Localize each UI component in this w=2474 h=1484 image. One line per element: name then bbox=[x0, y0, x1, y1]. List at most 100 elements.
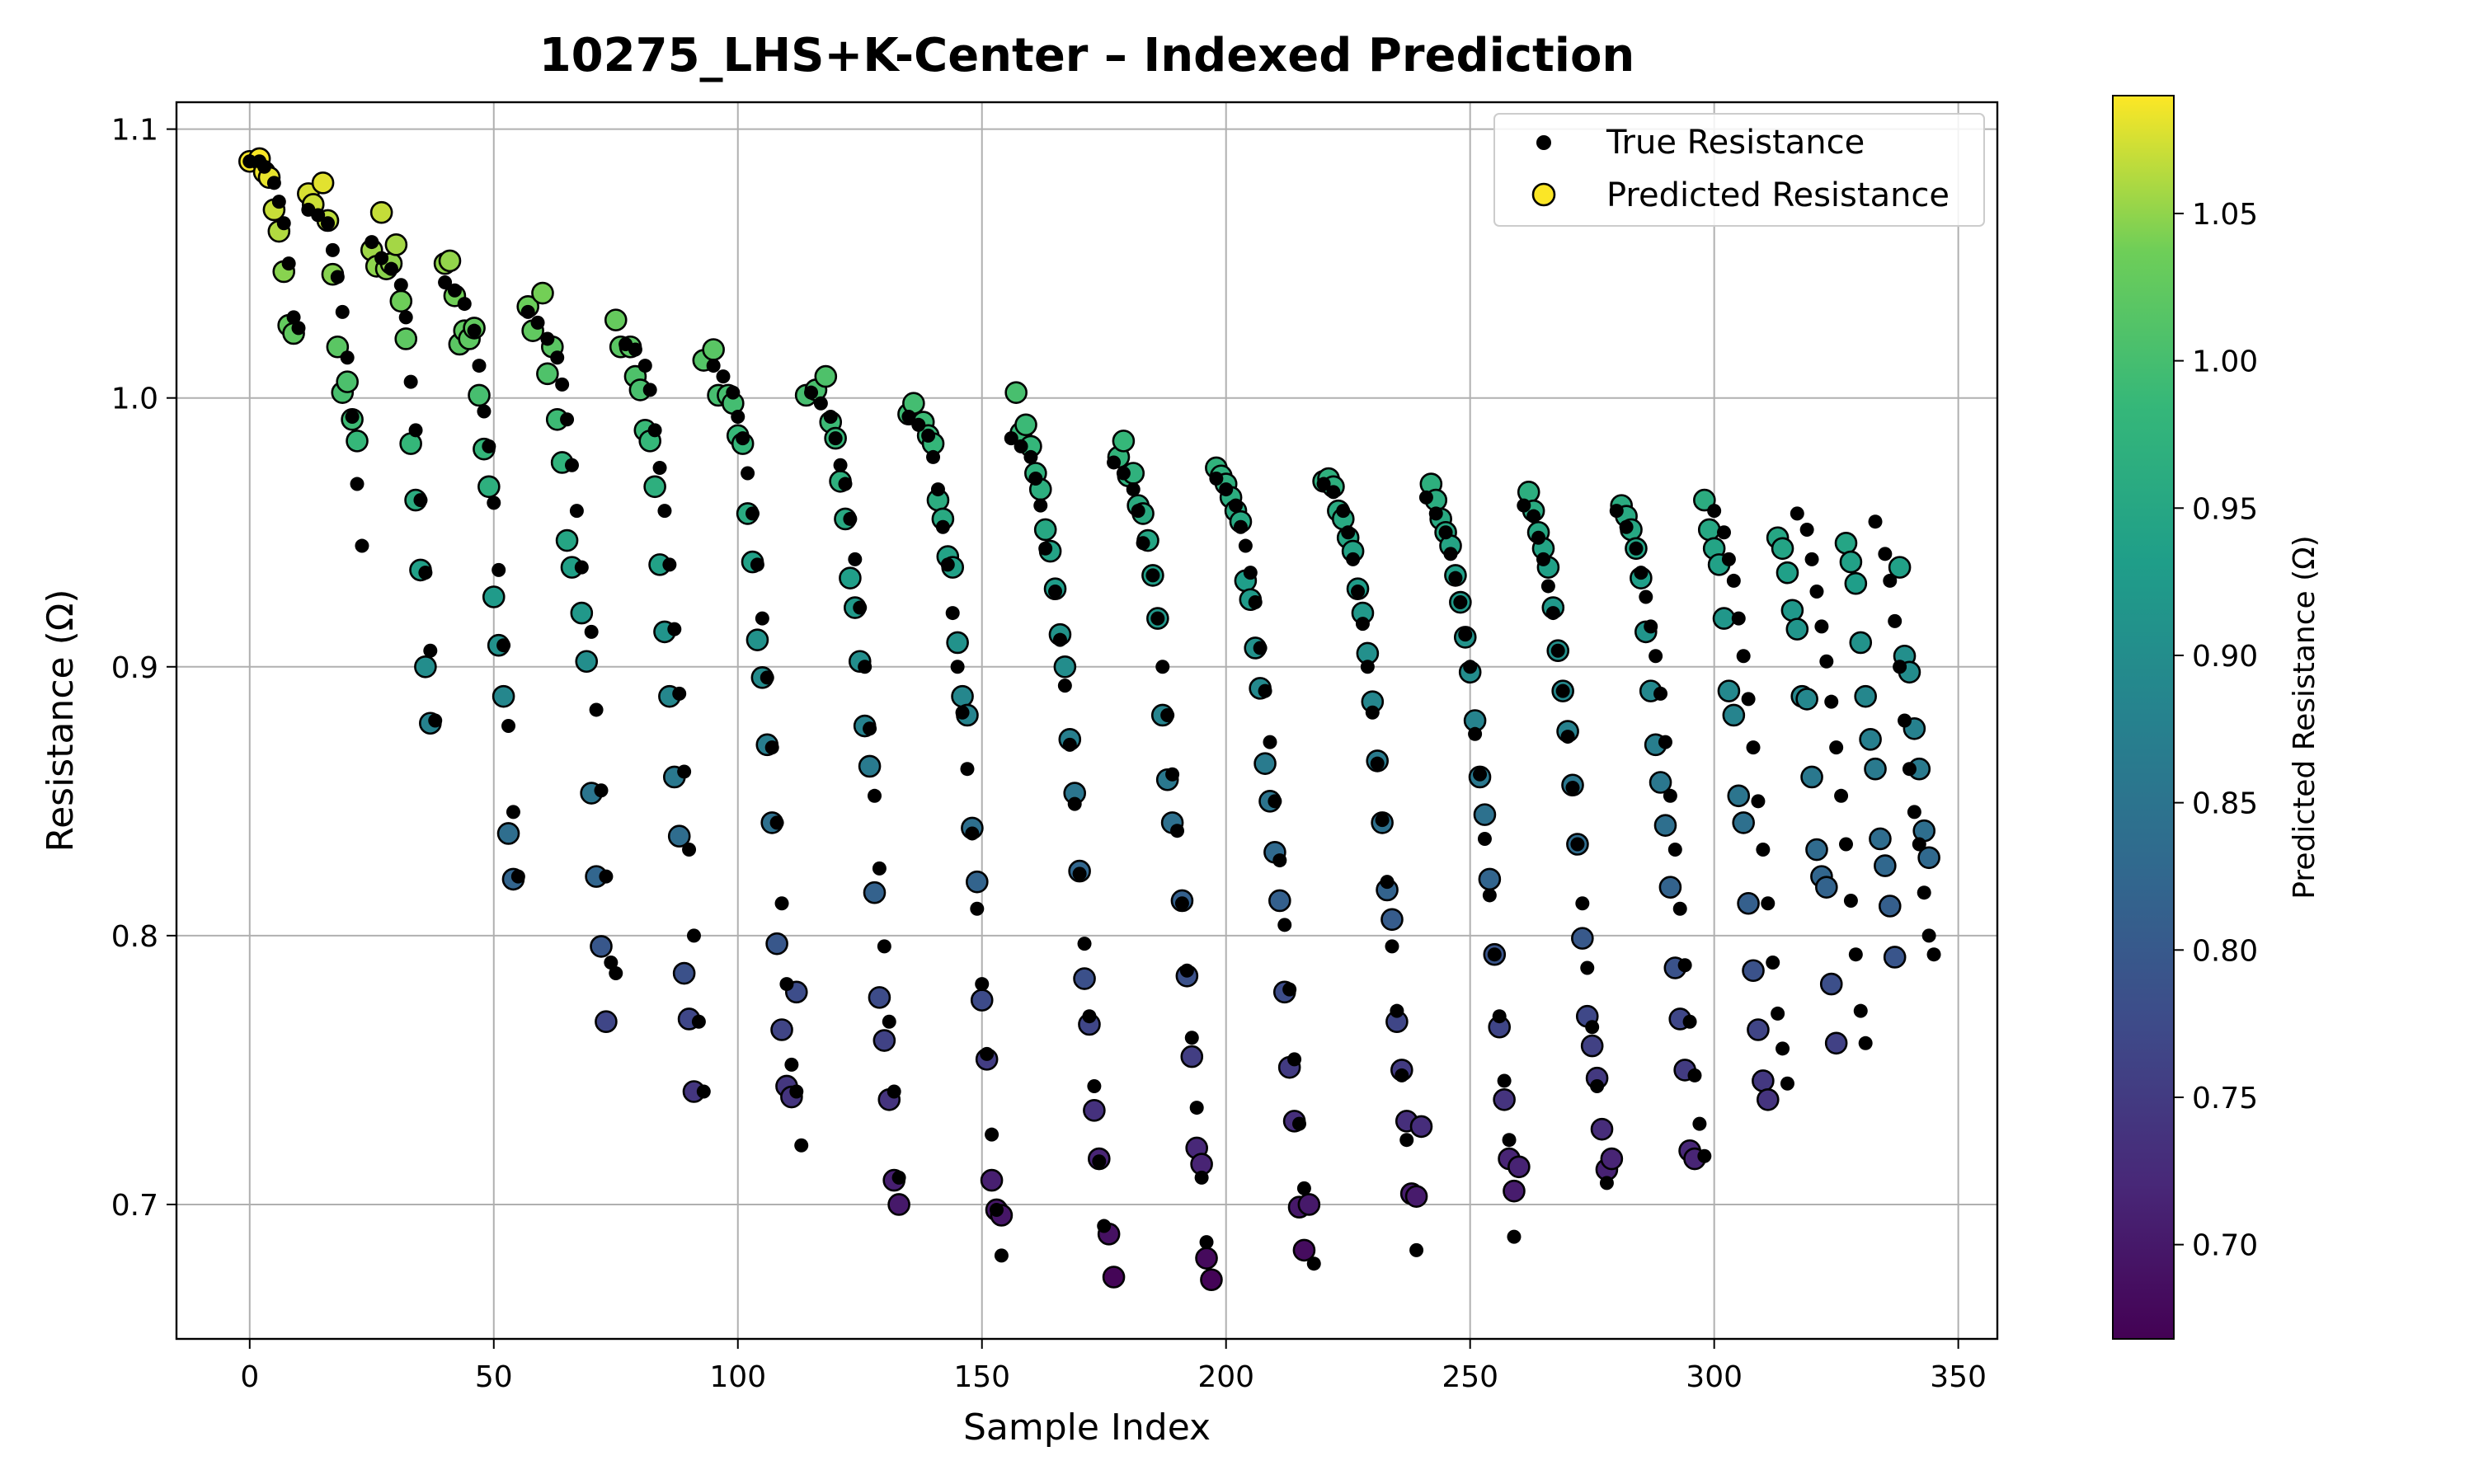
true-point bbox=[1517, 498, 1531, 513]
true-point bbox=[530, 315, 545, 330]
true-point bbox=[1004, 431, 1018, 446]
true-point bbox=[1726, 573, 1741, 588]
true-point bbox=[496, 638, 511, 653]
predicted-point bbox=[1195, 1247, 1218, 1270]
true-point bbox=[945, 606, 960, 621]
predicted-point bbox=[536, 362, 559, 386]
predicted-resistance-series bbox=[238, 147, 1940, 1292]
predicted-point bbox=[745, 628, 769, 651]
true-point bbox=[1536, 552, 1550, 566]
predicted-point bbox=[1917, 846, 1940, 870]
true-point bbox=[1677, 958, 1692, 973]
y-axis-ticks: 0.7 0.8 0.9 1.0 1.1 bbox=[111, 114, 176, 1223]
true-point bbox=[1912, 837, 1926, 852]
true-point bbox=[1145, 568, 1160, 583]
true-point bbox=[1072, 866, 1087, 881]
true-point bbox=[1921, 928, 1936, 943]
predicted-point bbox=[575, 650, 599, 674]
predicted-point bbox=[1697, 518, 1721, 542]
true-point bbox=[891, 1170, 906, 1185]
predicted-point bbox=[1268, 889, 1291, 913]
true-point bbox=[853, 600, 868, 615]
true-point bbox=[1306, 1256, 1321, 1271]
true-point bbox=[667, 622, 682, 636]
true-point bbox=[1619, 519, 1634, 534]
predicted-point bbox=[1819, 972, 1843, 996]
true-point bbox=[447, 283, 462, 298]
predicted-point bbox=[1815, 876, 1838, 899]
true-point bbox=[926, 449, 941, 464]
true-point bbox=[398, 310, 413, 325]
true-point bbox=[1399, 1133, 1414, 1148]
true-point bbox=[1858, 1036, 1873, 1050]
true-point bbox=[994, 1248, 1009, 1263]
colorbar-label: Predicted Resistance (Ω) bbox=[2288, 535, 2321, 899]
true-point bbox=[930, 482, 945, 497]
true-point bbox=[1136, 536, 1150, 551]
true-point bbox=[335, 304, 350, 319]
true-point bbox=[1107, 455, 1122, 470]
true-point bbox=[985, 1127, 999, 1142]
true-point bbox=[286, 310, 301, 325]
predicted-point bbox=[1014, 413, 1037, 437]
true-point bbox=[345, 410, 360, 425]
true-point bbox=[1707, 504, 1722, 519]
predicted-point bbox=[1864, 757, 1887, 781]
x-tick-label: 0 bbox=[240, 1360, 259, 1394]
true-point bbox=[584, 624, 599, 639]
true-point bbox=[574, 560, 589, 575]
predicted-point bbox=[384, 233, 408, 256]
predicted-point bbox=[1854, 684, 1877, 708]
predicted-point bbox=[369, 200, 393, 224]
true-point bbox=[1868, 514, 1883, 529]
true-point bbox=[652, 460, 667, 475]
true-point bbox=[257, 159, 272, 174]
predicted-point bbox=[346, 430, 369, 453]
true-point bbox=[1248, 595, 1263, 610]
predicted-point bbox=[1785, 618, 1809, 641]
predicted-point bbox=[1404, 1185, 1428, 1208]
predicted-point bbox=[1888, 556, 1912, 579]
predicted-point bbox=[1727, 784, 1751, 808]
true-point bbox=[1238, 538, 1253, 553]
true-point bbox=[1477, 831, 1492, 846]
predicted-point bbox=[1580, 1034, 1604, 1058]
true-point bbox=[1497, 1073, 1512, 1088]
true-point bbox=[950, 660, 965, 674]
predicted-point bbox=[1800, 765, 1823, 789]
true-point bbox=[1077, 937, 1092, 951]
true-point bbox=[872, 861, 887, 876]
legend-true-marker bbox=[1536, 135, 1551, 150]
true-point bbox=[686, 928, 701, 943]
true-point bbox=[1116, 466, 1131, 481]
true-point bbox=[1292, 1116, 1307, 1131]
true-point bbox=[1170, 824, 1185, 838]
true-point bbox=[340, 350, 355, 365]
true-point bbox=[838, 477, 853, 491]
true-point bbox=[642, 383, 657, 397]
true-point bbox=[428, 713, 443, 728]
predicted-point bbox=[966, 870, 989, 894]
predicted-point bbox=[770, 1018, 793, 1041]
true-point bbox=[1375, 813, 1390, 828]
true-point bbox=[1194, 1170, 1209, 1185]
true-point bbox=[501, 719, 516, 734]
true-point bbox=[779, 977, 794, 992]
predicted-point bbox=[1878, 895, 1902, 918]
x-axis-label: Sample Index bbox=[963, 1407, 1211, 1449]
true-point bbox=[1609, 504, 1624, 519]
true-point bbox=[560, 412, 575, 427]
true-point bbox=[1443, 547, 1458, 561]
true-point bbox=[1658, 735, 1672, 749]
predicted-point bbox=[863, 881, 887, 904]
true-point bbox=[1550, 643, 1565, 658]
true-point bbox=[1853, 1003, 1868, 1018]
true-point bbox=[550, 350, 565, 365]
predicted-point bbox=[1507, 1155, 1531, 1179]
true-point bbox=[989, 1202, 1004, 1217]
true-point bbox=[1565, 781, 1580, 796]
y-axis-label: Resistance (Ω) bbox=[40, 589, 82, 852]
true-point bbox=[1766, 955, 1780, 970]
predicted-point bbox=[1478, 867, 1502, 891]
true-point bbox=[696, 1084, 711, 1099]
